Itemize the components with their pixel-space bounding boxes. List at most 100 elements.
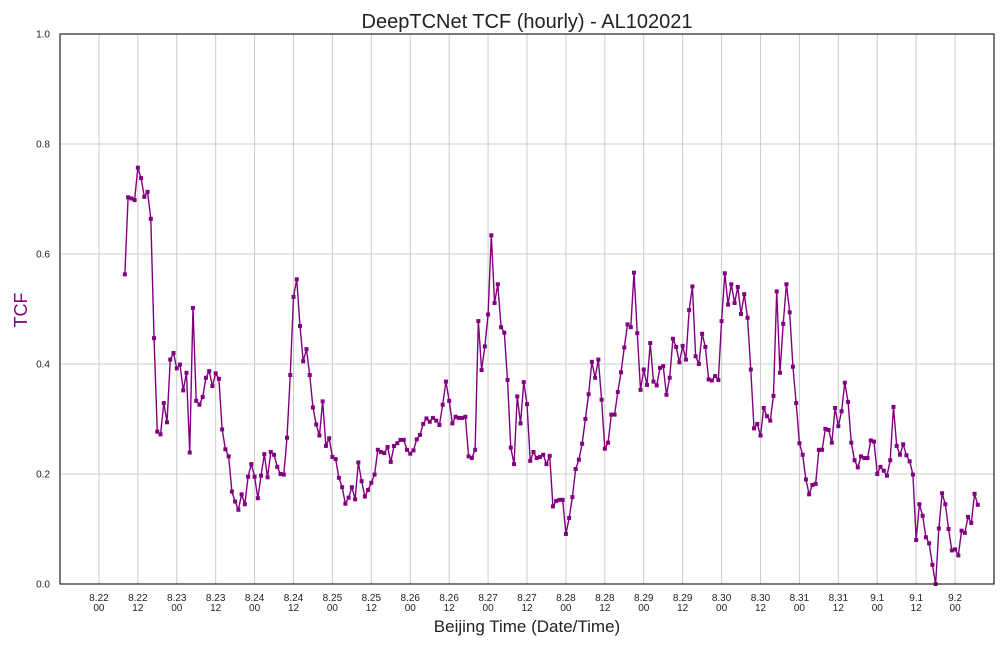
data-point [807,492,812,497]
data-point [398,437,403,442]
x-tick-date: 8.31 [829,593,849,604]
data-point [229,489,234,494]
data-point [505,377,510,382]
data-point [875,472,880,476]
x-tick-hour: 00 [950,603,962,614]
data-point [174,366,179,371]
x-tick-date: 8.23 [206,593,226,604]
y-tick-label: 0.4 [36,360,50,371]
x-tick-date: 8.23 [167,593,187,604]
data-point [677,360,682,365]
data-point [800,452,805,457]
data-point [259,473,264,478]
data-point [622,345,627,350]
data-point [255,496,260,501]
data-point [181,388,186,393]
data-point [635,331,640,336]
data-point [437,423,442,428]
data-point [275,464,280,469]
data-point [473,447,478,452]
data-point [512,462,517,467]
data-point [784,282,789,287]
data-point [927,541,932,546]
data-point [359,479,364,484]
data-point [272,452,277,457]
data-point [897,452,902,457]
data-point [508,445,513,450]
data-point [894,443,899,448]
data-point [872,439,877,444]
data-point [502,330,507,335]
x-tick-hour: 12 [677,603,689,614]
x-tick-hour: 12 [599,603,611,614]
data-point [790,364,795,369]
x-tick-date: 8.26 [439,593,459,604]
data-point [628,325,633,330]
data-point [589,359,594,364]
x-tick-date: 9.2 [948,593,962,604]
data-point [745,315,750,320]
data-point [576,457,581,462]
x-tick-date: 9.1 [909,593,923,604]
data-point [194,398,199,403]
data-point [492,300,497,305]
data-point [184,370,189,375]
data-point [693,354,698,359]
data-point [696,362,701,366]
data-point [489,233,494,238]
data-point [881,468,886,473]
data-point [580,441,585,446]
data-point [573,467,578,472]
data-point [839,409,844,414]
data-point [742,292,747,297]
data-point [336,475,341,480]
data-point [155,429,160,434]
data-point [430,415,435,420]
data-point [709,378,714,383]
data-point [884,473,889,478]
x-tick-date: 8.27 [478,593,498,604]
data-point [755,421,760,426]
x-tick-hour: 00 [405,603,417,614]
data-point [388,459,393,464]
data-point [168,357,173,362]
data-point [197,402,202,407]
data-point [314,422,319,427]
y-tick-label: 0.0 [36,580,50,591]
x-tick-hour: 00 [638,603,650,614]
data-point [421,421,426,426]
data-point [401,437,406,442]
data-point [307,373,312,377]
y-tick-label: 0.2 [36,470,50,481]
chart-title: DeepTCNet TCF (hourly) - AL102021 [362,11,693,33]
data-point [362,494,367,499]
data-point [528,458,533,463]
series-line [124,166,979,585]
data-point [690,284,695,289]
data-point [949,548,954,553]
data-point [638,387,643,392]
data-point [171,351,176,355]
data-point [177,362,182,367]
data-point [878,464,883,469]
data-point [297,324,302,329]
data-point [417,432,422,437]
x-tick-labels: 8.22008.22128.23008.23128.24008.24128.25… [89,593,962,614]
data-point [813,481,818,486]
data-point [554,498,559,503]
data-point [670,336,675,341]
data-point [972,491,977,496]
data-point [852,458,857,463]
data-point [846,399,851,404]
data-point [859,454,864,459]
data-point [748,367,753,372]
data-point [210,384,215,388]
data-point [940,491,945,496]
data-point [914,538,919,542]
data-point [599,397,604,402]
data-point [233,499,238,504]
data-point [917,502,922,507]
data-point [910,472,915,477]
data-point [242,502,247,507]
